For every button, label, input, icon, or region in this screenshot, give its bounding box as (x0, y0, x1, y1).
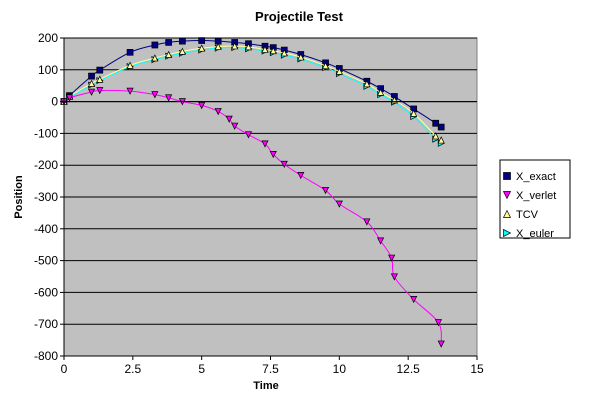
x-tick-label: 0 (61, 362, 68, 376)
data-point-TCV (269, 46, 277, 55)
y-tick-label: -800 (34, 349, 58, 363)
x-tick-label: 12.5 (396, 362, 420, 376)
data-point-X_verlet (269, 151, 277, 159)
data-point-TCV (165, 50, 173, 58)
legend-marker-TCV (502, 209, 512, 218)
gridlines (64, 37, 477, 357)
data-point-X_verlet (322, 186, 330, 195)
data-point-X_verlet (388, 254, 396, 262)
legend-box (499, 159, 571, 239)
data-point-X_verlet (410, 296, 418, 304)
data-point-X_verlet (297, 172, 305, 180)
data-point-X_exact (165, 39, 172, 46)
data-point-TCV (87, 79, 96, 87)
data-point-TCV (335, 67, 343, 75)
legend-marker-X_euler (503, 228, 512, 238)
x-tick-label: 2.5 (124, 362, 141, 376)
data-point-X_verlet (165, 94, 173, 102)
y-tick-label: -700 (34, 317, 58, 331)
x-tick-label: 7.5 (262, 362, 279, 376)
data-point-X_exact (126, 48, 134, 56)
chart-title: Projectile Test (255, 9, 344, 24)
data-point-X_verlet (434, 319, 443, 327)
x-tick-label: 10 (333, 362, 347, 376)
data-point-TCV (410, 109, 418, 117)
data-point-TCV (432, 132, 440, 140)
data-point-X_verlet (244, 131, 253, 139)
x-tick-label: 5 (198, 362, 205, 376)
data-point-TCV (261, 45, 269, 53)
data-point-X_exact (96, 66, 104, 74)
legend-marker-X_exact (503, 172, 511, 180)
data-point-X_exact (437, 123, 445, 131)
data-point-X_verlet (96, 87, 104, 95)
data-point-X_verlet (280, 160, 288, 169)
data-point-TCV (96, 75, 104, 83)
data-point-X_verlet (390, 273, 398, 281)
data-point-X_verlet (363, 218, 371, 226)
data-point-TCV (151, 54, 159, 62)
data-point-X_verlet (377, 237, 385, 245)
y-tick-label: -400 (34, 222, 58, 236)
data-point-X_verlet (261, 140, 269, 148)
legend-label-TCV: TCV (516, 209, 539, 221)
y-tick-label: 100 (38, 63, 58, 77)
data-point-X_verlet (87, 88, 96, 96)
data-point-X_exact (151, 41, 159, 49)
x-axis-label: Time (253, 380, 278, 392)
data-point-X_verlet (214, 108, 222, 116)
data-point-TCV (244, 43, 253, 51)
data-point-X_verlet (231, 122, 239, 130)
y-tick-label: -500 (34, 254, 58, 268)
data-point-TCV (437, 136, 445, 144)
y-tick-label: -200 (34, 158, 58, 172)
data-point-TCV (231, 42, 239, 50)
data-point-TCV (297, 53, 305, 61)
data-point-X_exact (214, 37, 222, 45)
data-point-X_exact (432, 119, 440, 127)
y-tick-label: 0 (51, 95, 58, 109)
y-tick-label: -100 (34, 126, 58, 140)
data-point-TCV (377, 88, 385, 96)
legend-label-X_euler: X_euler (516, 228, 554, 240)
data-point-TCV (126, 61, 134, 69)
data-point-X_verlet (198, 102, 206, 110)
series-layer (60, 37, 445, 348)
data-point-X_exact (198, 37, 206, 44)
data-point-X_exact (410, 105, 418, 113)
legend-label-X_exact: X_exact (516, 171, 556, 183)
data-point-X_exact (88, 72, 95, 80)
data-point-X_exact (377, 85, 384, 92)
data-point-X_verlet (437, 340, 445, 348)
y-axis-label: Position (13, 175, 25, 219)
data-point-X_verlet (126, 87, 134, 95)
legend-label-X_verlet: X_verlet (516, 190, 556, 202)
data-point-X_verlet (225, 115, 233, 123)
data-point-TCV (322, 61, 330, 70)
axes: 2001000-100-200-300-400-500-600-700-8000… (34, 31, 484, 376)
data-point-X_exact (179, 37, 186, 45)
y-tick-label: -600 (34, 285, 58, 299)
data-point-X_verlet (335, 200, 343, 208)
data-point-X_verlet (151, 91, 159, 99)
data-point-TCV (178, 47, 186, 55)
y-tick-label: 200 (38, 31, 58, 45)
data-point-TCV (363, 80, 371, 88)
data-point-X_verlet (65, 94, 74, 102)
legend-marker-X_verlet (502, 191, 512, 200)
data-point-TCV (280, 49, 288, 57)
data-point-TCV (214, 42, 222, 50)
legend: X_exact X_verlet TCV X_euler (499, 159, 571, 240)
data-point-TCV (198, 44, 206, 52)
x-tick-label: 15 (470, 362, 484, 376)
y-tick-label: -300 (34, 190, 58, 204)
